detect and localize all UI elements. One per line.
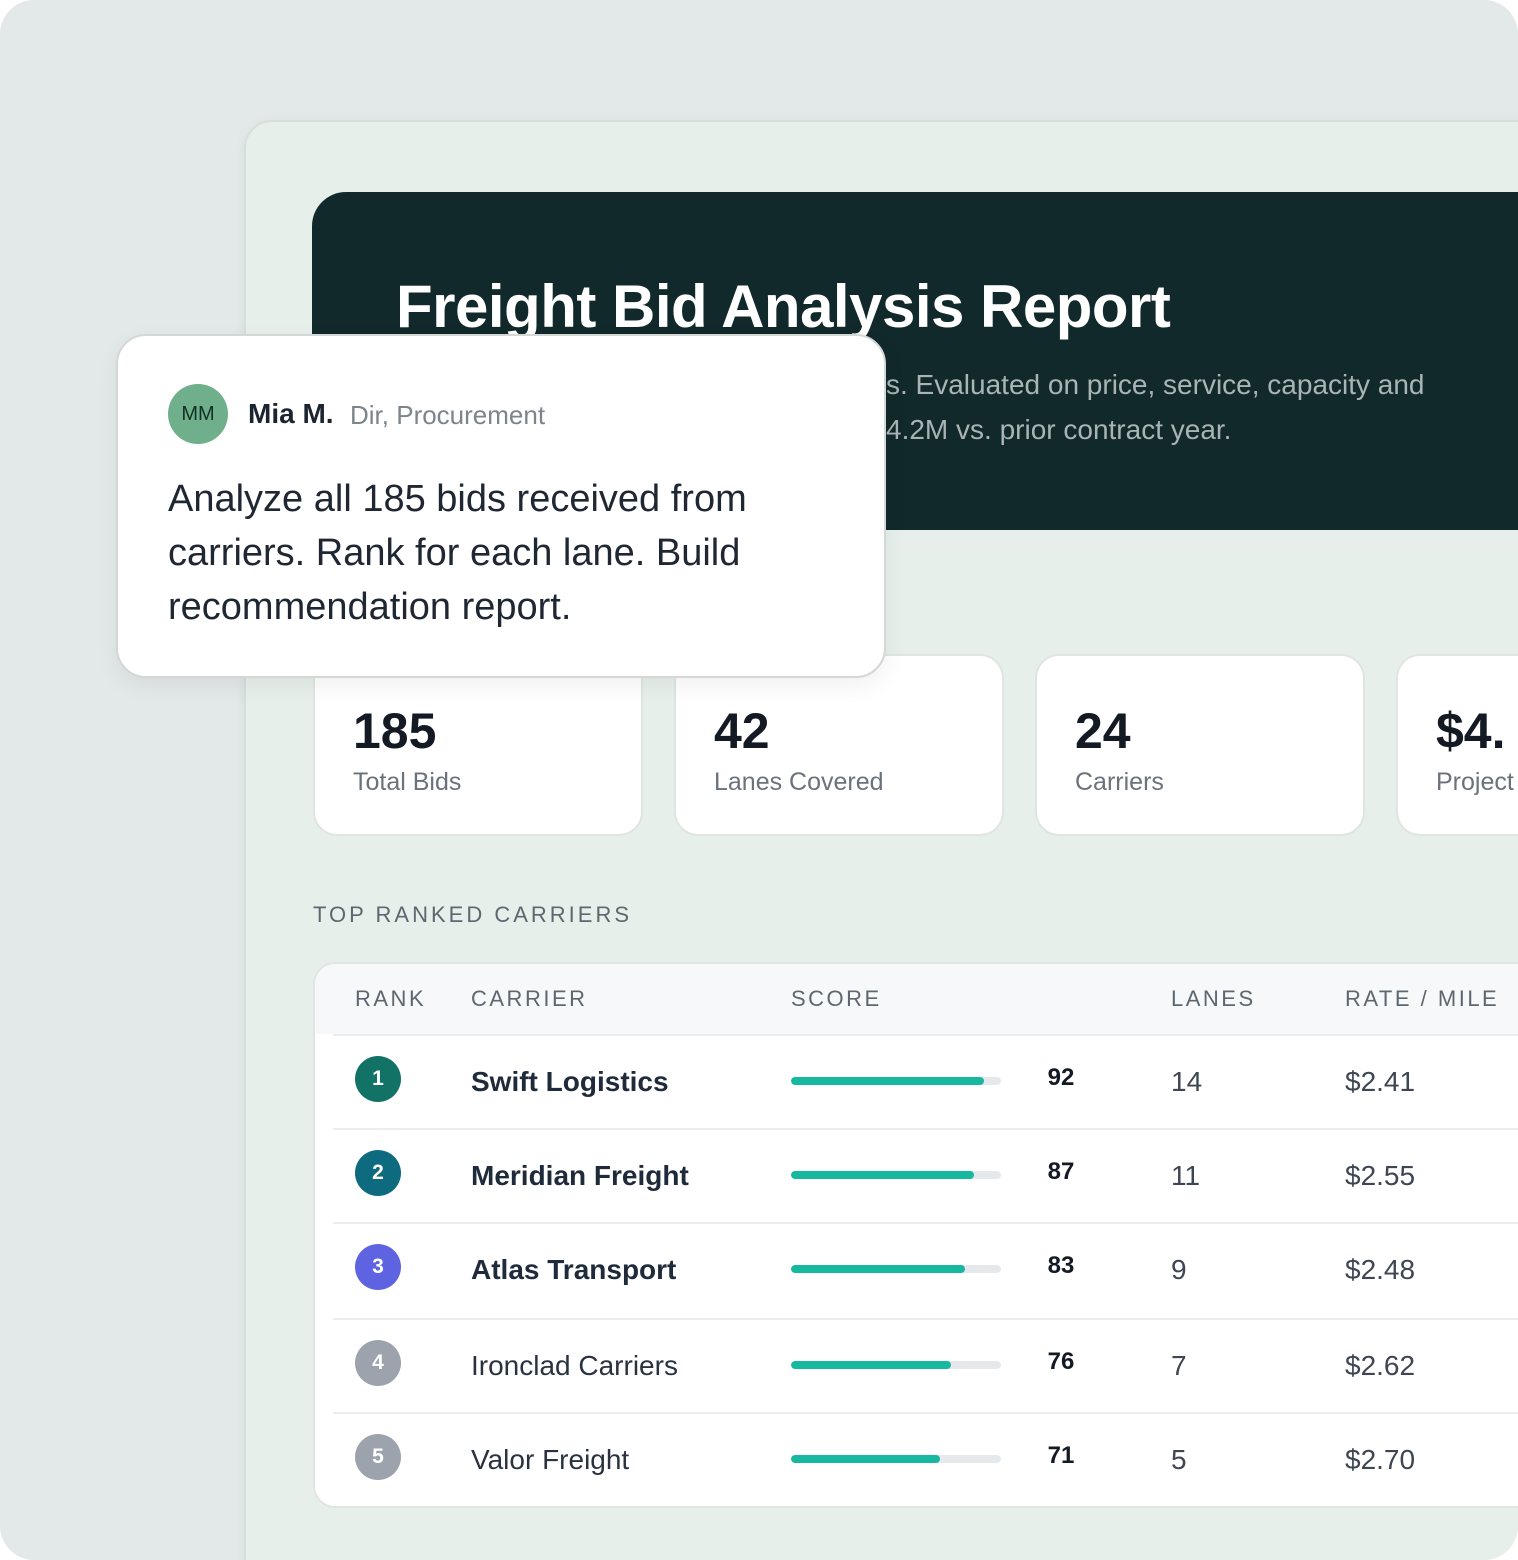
rate-value: $2.41	[1345, 1066, 1416, 1097]
column-header-carrier: CARRIER	[471, 986, 588, 1011]
rate-value: $2.62	[1345, 1350, 1416, 1381]
rank-badge: 1	[355, 1056, 401, 1102]
lanes-value: 11	[1171, 1160, 1201, 1191]
table-row[interactable]: 1 Swift Logistics 92 14 $2.41	[333, 1034, 1518, 1130]
table-row[interactable]: 3 Atlas Transport 83 9 $2.48	[333, 1222, 1518, 1318]
carrier-name: Meridian Freight	[471, 1160, 689, 1191]
rank-badge: 4	[355, 1340, 401, 1386]
lanes-value: 14	[1171, 1066, 1203, 1097]
stat-card-total-bids: 185 Total Bids	[313, 654, 643, 836]
column-header-rate: RATE / MILE	[1345, 986, 1500, 1011]
score-bar-fill	[791, 1455, 941, 1463]
stat-label: Total Bids	[353, 768, 462, 796]
carriers-table: RANK CARRIER SCORE LANES RATE / MILE 1 Sw…	[313, 962, 1518, 1508]
stat-label: Lanes Covered	[714, 768, 884, 796]
stat-card-carriers: 24 Carriers	[1035, 654, 1365, 836]
comment-card: MM Mia M. Dir, Procurement Analyze all 1…	[116, 334, 886, 678]
score-value: 83	[1047, 1252, 1075, 1279]
rank-badge: 2	[355, 1150, 401, 1196]
score-value: 71	[1047, 1442, 1075, 1469]
column-header-score: SCORE	[791, 986, 882, 1011]
score-bar	[791, 1077, 1001, 1085]
rate-value: $2.70	[1345, 1444, 1416, 1475]
stat-label: Carriers	[1075, 768, 1164, 796]
avatar: MM	[168, 384, 228, 444]
comment-author: Mia M.	[248, 398, 334, 429]
stat-label: Project	[1436, 768, 1514, 796]
lanes-value: 9	[1171, 1254, 1187, 1285]
stat-value: 24	[1075, 703, 1131, 759]
score-bar-fill	[791, 1077, 985, 1085]
score-value: 76	[1047, 1348, 1075, 1375]
carrier-name: Atlas Transport	[471, 1254, 677, 1285]
score-value: 87	[1047, 1158, 1075, 1185]
score-bar	[791, 1455, 1001, 1463]
column-header-lanes: LANES	[1171, 986, 1256, 1011]
score-bar	[791, 1171, 1001, 1179]
stat-card-projected: $4. Project	[1396, 654, 1518, 836]
score-bar	[791, 1265, 1001, 1273]
carrier-name: Ironclad Carriers	[471, 1350, 678, 1381]
table-row[interactable]: 2 Meridian Freight 87 11 $2.55	[333, 1128, 1518, 1224]
stat-value: 185	[353, 703, 437, 759]
carrier-name: Valor Freight	[471, 1444, 630, 1475]
column-header-rank: RANK	[355, 986, 427, 1011]
score-bar	[791, 1361, 1001, 1369]
lanes-value: 7	[1171, 1350, 1187, 1381]
table-header: RANK CARRIER SCORE LANES RATE / MILE	[315, 964, 1518, 1034]
score-bar-fill	[791, 1265, 966, 1273]
rank-badge: 3	[355, 1244, 401, 1290]
rate-value: $2.55	[1345, 1160, 1416, 1191]
rate-value: $2.48	[1345, 1254, 1416, 1285]
stat-card-lanes-covered: 42 Lanes Covered	[674, 654, 1004, 836]
table-row[interactable]: 4 Ironclad Carriers 76 7 $2.62	[333, 1318, 1518, 1414]
stat-value: 42	[714, 703, 770, 759]
score-value: 92	[1047, 1064, 1075, 1091]
comment-text: Analyze all 185 bids received from carri…	[168, 478, 747, 628]
section-title: TOP RANKED CARRIERS	[313, 902, 633, 927]
stat-value: $4.	[1436, 703, 1506, 759]
report-description-text: s. Evaluated on price, service, capacity…	[886, 369, 1425, 445]
lanes-value: 5	[1171, 1444, 1187, 1475]
rank-badge: 5	[355, 1434, 401, 1480]
comment-author-role: Dir, Procurement	[350, 400, 546, 430]
carrier-name: Swift Logistics	[471, 1066, 669, 1097]
report-title: Freight Bid Analysis Report	[396, 273, 1171, 340]
score-bar-fill	[791, 1361, 951, 1369]
score-bar-fill	[791, 1171, 974, 1179]
table-row[interactable]: 5 Valor Freight 71 5 $2.70	[333, 1412, 1518, 1506]
